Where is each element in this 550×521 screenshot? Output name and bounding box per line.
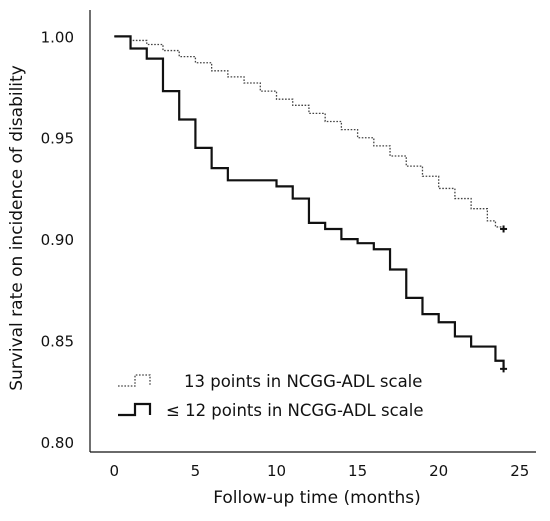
x-tick-label: 10 (267, 462, 286, 480)
y-tick-label: 0.90 (41, 231, 74, 249)
censor-marker (500, 225, 508, 233)
y-tick-label: 0.80 (41, 434, 74, 452)
x-tick-label: 0 (110, 462, 120, 480)
legend-label: 13 points in NCGG-ADL scale (184, 372, 422, 391)
x-axis-ticks: 0 5 10 15 20 25 (110, 462, 530, 480)
legend-swatch-dotted (118, 374, 151, 387)
series-line-dotted (114, 35, 504, 228)
censor-marker (500, 365, 508, 373)
axes (89, 10, 536, 453)
series-layer (114, 35, 508, 373)
y-tick-label: 1.00 (41, 28, 74, 46)
x-tick-label: 25 (510, 462, 529, 480)
x-tick-label: 20 (429, 462, 448, 480)
series-line-solid (114, 35, 505, 369)
legend: 13 points in NCGG-ADL scale ≤ 12 points i… (118, 372, 424, 420)
x-axis-label: Follow-up time (months) (213, 488, 421, 508)
y-axis-label: Survival rate on incidence of disability (7, 65, 27, 391)
legend-label: ≤ 12 points in NCGG-ADL scale (166, 401, 424, 420)
y-tick-label: 0.95 (41, 130, 74, 148)
legend-swatch-solid (118, 402, 152, 417)
y-tick-label: 0.85 (41, 332, 74, 350)
y-axis-ticks: 0.80 0.85 0.90 0.95 1.00 (41, 28, 74, 452)
x-tick-label: 5 (191, 462, 201, 480)
x-tick-label: 15 (348, 462, 367, 480)
